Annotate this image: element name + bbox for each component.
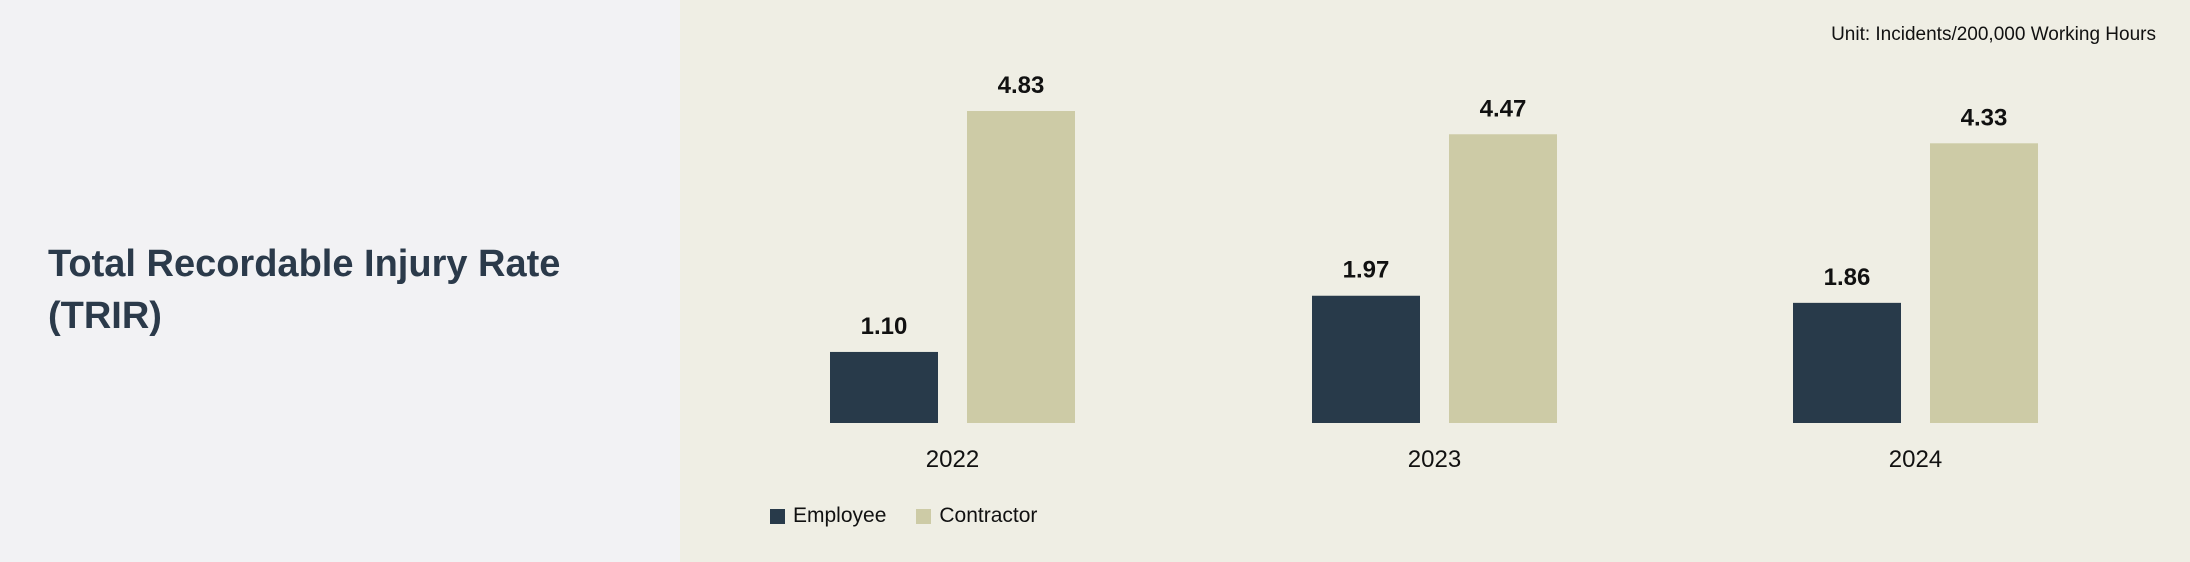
legend-swatch-employee xyxy=(770,508,785,524)
metric-title: Total Recordable Injury Rate (TRIR) xyxy=(48,243,561,337)
data-label-contractor-2022: 4.83 xyxy=(998,72,1045,99)
bar-employee-2022 xyxy=(830,351,938,423)
title-panel: Total Recordable Injury Rate (TRIR) xyxy=(0,0,680,562)
legend: Employee Contractor xyxy=(770,504,1067,528)
bar-contractor-2022 xyxy=(967,111,1075,423)
x-tick-2023: 2023 xyxy=(1408,446,1461,473)
legend-label-contractor: Contractor xyxy=(939,504,1038,527)
data-label-employee-2023: 1.97 xyxy=(1343,257,1390,284)
data-label-employee-2024: 1.86 xyxy=(1824,264,1871,291)
legend-swatch-contractor xyxy=(916,508,932,524)
data-label-contractor-2023: 4.47 xyxy=(1480,95,1527,122)
legend-item-employee: Employee xyxy=(770,504,886,528)
bar-chart: 1.10 4.83 2022 1.97 4.47 2023 1.86 4.33 2024 xyxy=(830,72,2038,473)
bar-employee-2024 xyxy=(1793,302,1901,423)
data-label-employee-2022: 1.10 xyxy=(861,313,908,340)
chart-panel: Unit: Incidents/200,000 Working Hours 1.… xyxy=(680,0,2190,562)
x-tick-2024: 2024 xyxy=(1889,446,1942,473)
unit-note: Unit: Incidents/200,000 Working Hours xyxy=(1831,24,2156,45)
legend-label-employee: Employee xyxy=(793,504,887,527)
x-tick-2022: 2022 xyxy=(926,446,979,473)
bar-contractor-2023 xyxy=(1449,134,1557,424)
legend-item-contractor: Contractor xyxy=(916,504,1037,528)
bar-employee-2023 xyxy=(1312,295,1420,423)
bar-contractor-2024 xyxy=(1930,143,2038,423)
data-label-contractor-2024: 4.33 xyxy=(1961,104,2008,131)
